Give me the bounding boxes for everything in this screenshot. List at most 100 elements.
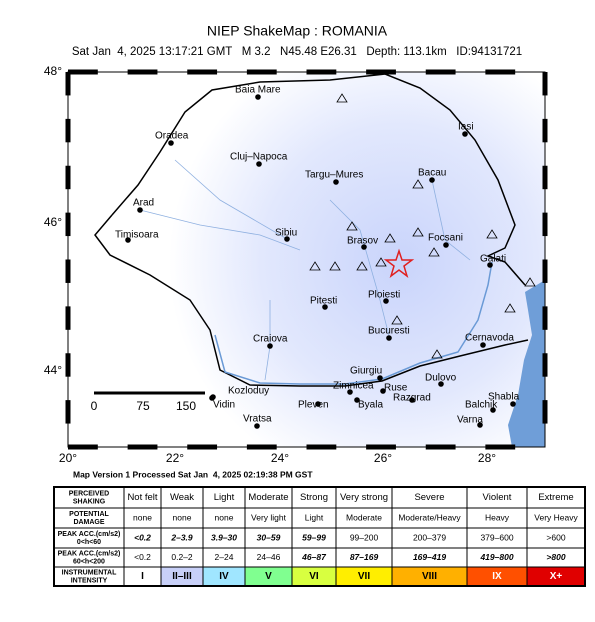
black-sea (508, 280, 545, 447)
city-dot (168, 140, 174, 146)
lon-label: 22° (166, 451, 184, 465)
table-text: II–III (172, 571, 192, 582)
city-label: Sibiu (275, 228, 297, 239)
city-label: Focsani (428, 233, 463, 244)
city-label: Baia Mare (235, 85, 281, 96)
table-text: I (141, 571, 144, 582)
border-south (94, 214, 529, 387)
city-label: Cernavoda (465, 333, 514, 344)
city-label: Balchik (465, 400, 498, 411)
stations (309, 93, 536, 359)
row-header: POTENTIAL (69, 511, 109, 518)
city-label: Varna (457, 415, 483, 426)
table-text: Extreme (538, 492, 573, 503)
city-label: Vratsa (243, 414, 272, 425)
scale-label: 75 (136, 399, 150, 413)
table-text: VI (309, 571, 319, 582)
city-dot (347, 389, 353, 395)
city-label: Bucuresti (368, 326, 410, 337)
lat-label: 44° (44, 363, 62, 377)
lon-label: 24° (271, 451, 289, 465)
table-text: 30–59 (257, 532, 281, 542)
table-border (53, 486, 586, 587)
lon-label: 26° (374, 451, 392, 465)
footer: Map Version 1 Processed Sat Jan 4, 2025 … (73, 469, 313, 479)
city-dot (333, 179, 339, 185)
table-text: 169–419 (413, 552, 446, 562)
table-text: VII (358, 571, 370, 582)
city-label: Galati (480, 254, 506, 265)
row-header: INTENSITY (71, 577, 108, 584)
city-label: Byala (358, 400, 383, 411)
city-label: Arad (133, 198, 154, 209)
city-label: Ploiesti (368, 290, 400, 301)
table-text: Moderate (346, 512, 382, 522)
city-dot (354, 397, 360, 403)
table-text: Violent (483, 492, 512, 503)
city-label: Pitesti (310, 296, 337, 307)
scale-label: 150 (176, 399, 196, 413)
row-header: PEAK ACC.(cm/s2) (58, 550, 121, 557)
row-header: DAMAGE (73, 519, 104, 526)
city-dot (284, 236, 290, 242)
table-text: 2–3.9 (170, 532, 193, 542)
table-text: Strong (300, 492, 328, 503)
city-label: Giurgiu (350, 366, 382, 377)
row-header: INSTRUMENTAL (62, 569, 117, 576)
city-dot (477, 422, 483, 428)
table-text: 99–200 (350, 532, 379, 542)
table-text: 24–46 (257, 552, 281, 562)
lon-label: 20° (59, 451, 77, 465)
city-label: Craiova (253, 334, 288, 345)
border (111, 73, 526, 286)
city-label: Shabla (488, 392, 520, 403)
city-label: Dulovo (425, 373, 457, 384)
row-header: PEAK ACC.(cm/s2) (58, 531, 121, 538)
city-dot (409, 397, 415, 403)
table-text: VIII (422, 571, 437, 582)
table-text: none (173, 512, 192, 522)
city-dot (256, 161, 262, 167)
table-text: Light (305, 512, 324, 522)
table-text: >800 (546, 552, 565, 562)
city-label: Bacau (418, 168, 446, 179)
city-dot (322, 304, 328, 310)
city-dot (490, 407, 496, 413)
table-text: 2–24 (215, 552, 234, 562)
lon-label: 28° (478, 451, 496, 465)
city-dot (443, 242, 449, 248)
row-header: PERCEIVED (69, 490, 109, 497)
city-dot (209, 395, 215, 401)
table-text: none (215, 512, 234, 522)
city-dot (380, 388, 386, 394)
lat-label: 46° (44, 215, 62, 229)
scale-label: 0 (91, 399, 98, 413)
table-text: Moderate (248, 492, 288, 503)
city-label: Oradea (155, 131, 189, 142)
city-label: Razgrad (393, 393, 431, 404)
table-text: <0.2 (134, 552, 151, 562)
table-text: Light (214, 492, 235, 503)
city-dot (125, 237, 131, 243)
table-text: Very Heavy (534, 512, 578, 522)
table-text: Very strong (340, 492, 388, 503)
table-text: 419–800 (479, 552, 513, 562)
table-text: IV (219, 571, 229, 582)
table-text: X+ (550, 571, 563, 582)
table-text: 3.9–30 (211, 532, 237, 542)
city-dot (255, 94, 261, 100)
title: NIEP ShakeMap : ROMANIA (207, 23, 388, 39)
table-text: V (265, 571, 272, 582)
city-dot (377, 375, 383, 381)
city-dot (429, 177, 435, 183)
city-label: Vidin (213, 400, 235, 411)
table-text: Heavy (485, 512, 510, 522)
city-dot (510, 401, 516, 407)
city-label: Timisoara (115, 230, 159, 241)
table-text: 200–379 (413, 532, 446, 542)
table-text: 87–169 (350, 552, 379, 562)
row-header: 60<h<200 (73, 558, 105, 565)
subtitle: Sat Jan 4, 2025 13:17:21 GMT M 3.2 N45.4… (72, 46, 522, 58)
city-dot (438, 381, 444, 387)
